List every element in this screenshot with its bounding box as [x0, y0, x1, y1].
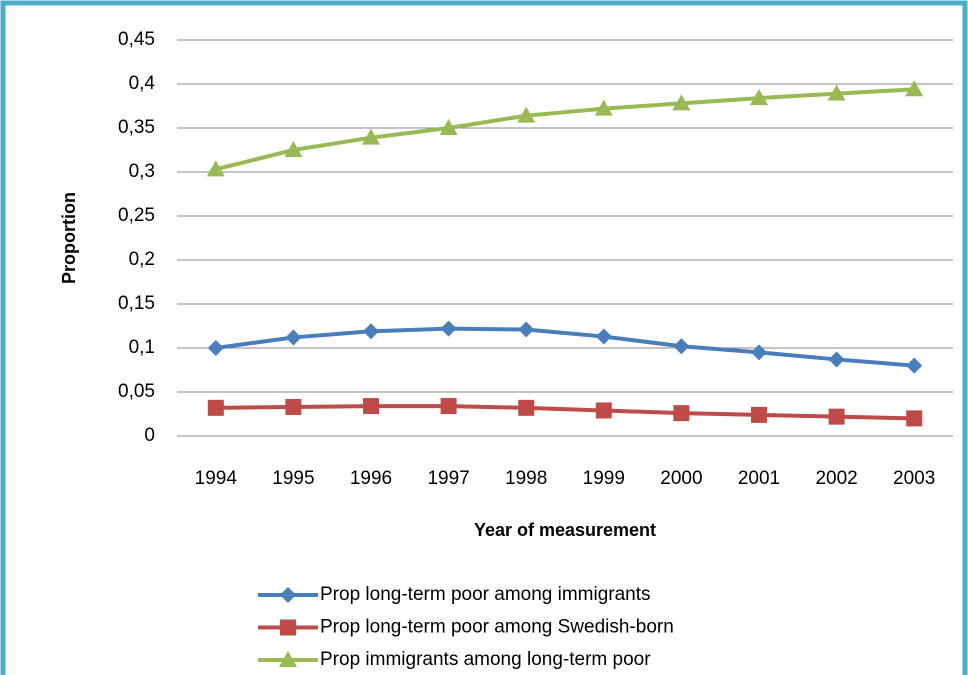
data-point	[673, 405, 690, 422]
data-point	[206, 160, 225, 177]
data-point	[439, 119, 458, 135]
y-tick-label: 0,1	[129, 337, 155, 358]
y-tick-label: 0	[144, 425, 155, 446]
y-tick-label: 0,2	[129, 249, 155, 270]
x-tick-label: 1996	[350, 468, 392, 489]
data-point	[285, 329, 302, 346]
data-point	[905, 80, 924, 97]
data-point	[362, 128, 380, 145]
x-tick-label: 1999	[583, 468, 625, 489]
series-line	[215, 404, 915, 421]
data-point	[672, 94, 691, 111]
x-axis-title: Year of measurement	[474, 520, 656, 540]
data-point	[518, 321, 535, 338]
legend-label: Prop immigrants among long-term poor	[320, 649, 651, 670]
y-tick-label: 0,15	[118, 293, 155, 314]
x-tick-label: 2001	[738, 468, 780, 489]
y-tick-label: 0,35	[118, 117, 155, 138]
x-tick-label: 2000	[660, 468, 702, 489]
data-point	[440, 398, 457, 415]
data-point	[906, 410, 923, 427]
data-point	[751, 406, 767, 423]
y-tick-label: 0,4	[129, 73, 156, 94]
legend-marker	[280, 587, 296, 603]
data-point	[207, 340, 224, 356]
data-point	[518, 399, 535, 416]
data-point	[284, 141, 303, 157]
data-point	[751, 344, 767, 361]
data-point	[827, 84, 846, 101]
data-point	[673, 338, 690, 355]
y-tick-label: 0,05	[118, 381, 155, 402]
data-point	[517, 106, 536, 123]
legend-label: Prop long-term poor among immigrants	[320, 584, 651, 605]
data-point	[750, 89, 768, 106]
x-tick-label: 1994	[195, 468, 238, 489]
data-point	[285, 398, 302, 415]
series-line	[215, 87, 915, 172]
data-point	[828, 351, 845, 368]
x-tick-label: 1997	[427, 468, 469, 489]
data-point	[363, 323, 379, 340]
data-point	[595, 328, 612, 345]
y-tick-label: 0,25	[118, 205, 155, 226]
legend-marker	[279, 651, 297, 667]
data-point	[828, 408, 845, 425]
data-point	[440, 320, 457, 337]
legend-marker	[280, 619, 296, 636]
data-point	[595, 402, 612, 419]
data-point	[594, 99, 613, 116]
y-tick-label: 0,45	[118, 29, 155, 50]
data-point	[207, 399, 224, 416]
legend-label: Prop long-term poor among Swedish-born	[320, 617, 674, 638]
series-line	[215, 326, 915, 368]
x-tick-label: 1998	[505, 468, 547, 489]
data-point	[906, 357, 923, 374]
x-tick-label: 2003	[893, 468, 935, 489]
y-tick-label: 0,3	[129, 161, 155, 182]
x-tick-label: 2002	[815, 468, 857, 489]
x-tick-label: 1995	[272, 468, 314, 489]
y-axis-title: Proportion	[59, 192, 79, 284]
data-point	[363, 398, 379, 415]
